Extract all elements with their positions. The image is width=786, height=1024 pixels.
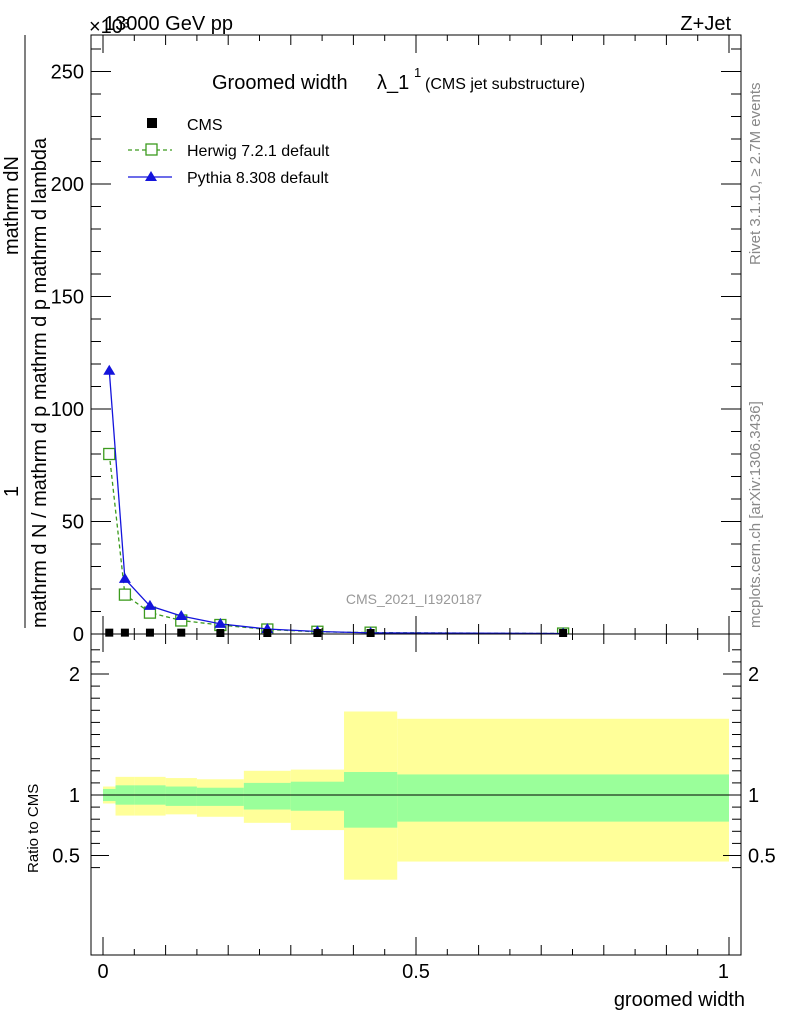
herwig-point (118, 588, 132, 601)
ratio-y-label: Ratio to CMS (25, 784, 42, 873)
tick-label: 2 (748, 664, 759, 686)
y-label-denominator: mathrm d N / mathrm d p mathrm d p mathr… (29, 137, 51, 628)
inner-band-bin (165, 786, 197, 806)
plot-title-subtitle: (CMS jet substructure) (425, 76, 585, 93)
plot-title-superscript: 1 (414, 65, 421, 80)
y-label-numerator: mathrm dN (1, 156, 23, 255)
cms-series (105, 628, 568, 637)
tick-label: 50 (62, 512, 84, 534)
cms-point (120, 628, 129, 637)
cms-point (313, 629, 322, 637)
tick-label: 1 (748, 785, 759, 807)
legend-pythia-marker (145, 171, 157, 181)
pythia-point (118, 572, 131, 583)
tick-label: 150 (51, 287, 84, 309)
tick-label: 100 (51, 399, 84, 421)
herwig-series (103, 447, 570, 634)
legend-pythia-label: Pythia 8.308 default (187, 170, 329, 187)
tick-label: 2 (69, 664, 80, 686)
series-pythia-line (108, 370, 564, 634)
pythia-series (103, 364, 567, 634)
process-label: Z+Jet (680, 13, 731, 35)
legend-herwig-label: Herwig 7.2.1 default (187, 143, 330, 160)
pythia-point (175, 610, 188, 620)
x-axis-label: groomed width (614, 989, 745, 1011)
axis-ticks (91, 35, 741, 955)
plot-title: Groomed width (212, 72, 348, 94)
cms-point (216, 629, 225, 637)
cms-point (366, 629, 375, 637)
cms-point (105, 628, 114, 637)
rivet-label: Rivet 3.1.10, ≥ 2.7M events (747, 83, 764, 266)
tick-labels: 0 50 100 150 200 250 0 0.5 1 0.5 1 2 0.5 1 2 (51, 62, 776, 984)
pythia-point (143, 599, 156, 610)
plot-title-lambda: λ_1 (377, 72, 409, 94)
inner-band-bin (290, 781, 345, 811)
ratio-band-inner (103, 772, 729, 828)
tick-label: 0.5 (52, 846, 80, 868)
pythia-point (103, 364, 116, 375)
legend-cms-label: CMS (187, 117, 223, 134)
mcplots-label: mcplots.cern.ch [arXiv:1306.3436] (747, 401, 764, 628)
tick-label: 250 (51, 62, 84, 84)
cms-point (263, 629, 272, 637)
inner-band-bin (243, 782, 291, 810)
energy-label: 13000 GeV pp (104, 13, 233, 35)
legend-cms-marker (147, 118, 157, 128)
y-label-one: 1 (1, 486, 23, 497)
pythia-point (214, 617, 227, 628)
tick-label: 1 (69, 785, 80, 807)
tick-label: 0 (73, 624, 84, 646)
cms-point (177, 628, 186, 637)
inner-band-bin (397, 774, 729, 822)
tick-label: 0.5 (748, 846, 776, 868)
main-y-axis-label: 1 mathrm d N / mathrm d p mathrm d p mat… (1, 35, 51, 628)
series-herwig-line (108, 453, 564, 634)
tick-label: 0.5 (402, 961, 430, 983)
tick-label: 1 (718, 961, 729, 983)
tick-label: 200 (51, 174, 84, 196)
tick-label: 0 (97, 961, 108, 983)
cms-point (145, 628, 154, 637)
y-scale-multiplier: ×10³ (89, 16, 130, 38)
analysis-watermark: CMS_2021_I1920187 (346, 591, 482, 607)
herwig-point (103, 447, 116, 461)
inner-band-bin (344, 772, 398, 828)
inner-band-bin (196, 787, 244, 806)
cms-point (559, 629, 568, 637)
legend: CMS Herwig 7.2.1 default Pythia 8.308 de… (128, 117, 330, 187)
legend-herwig-marker (145, 143, 158, 156)
